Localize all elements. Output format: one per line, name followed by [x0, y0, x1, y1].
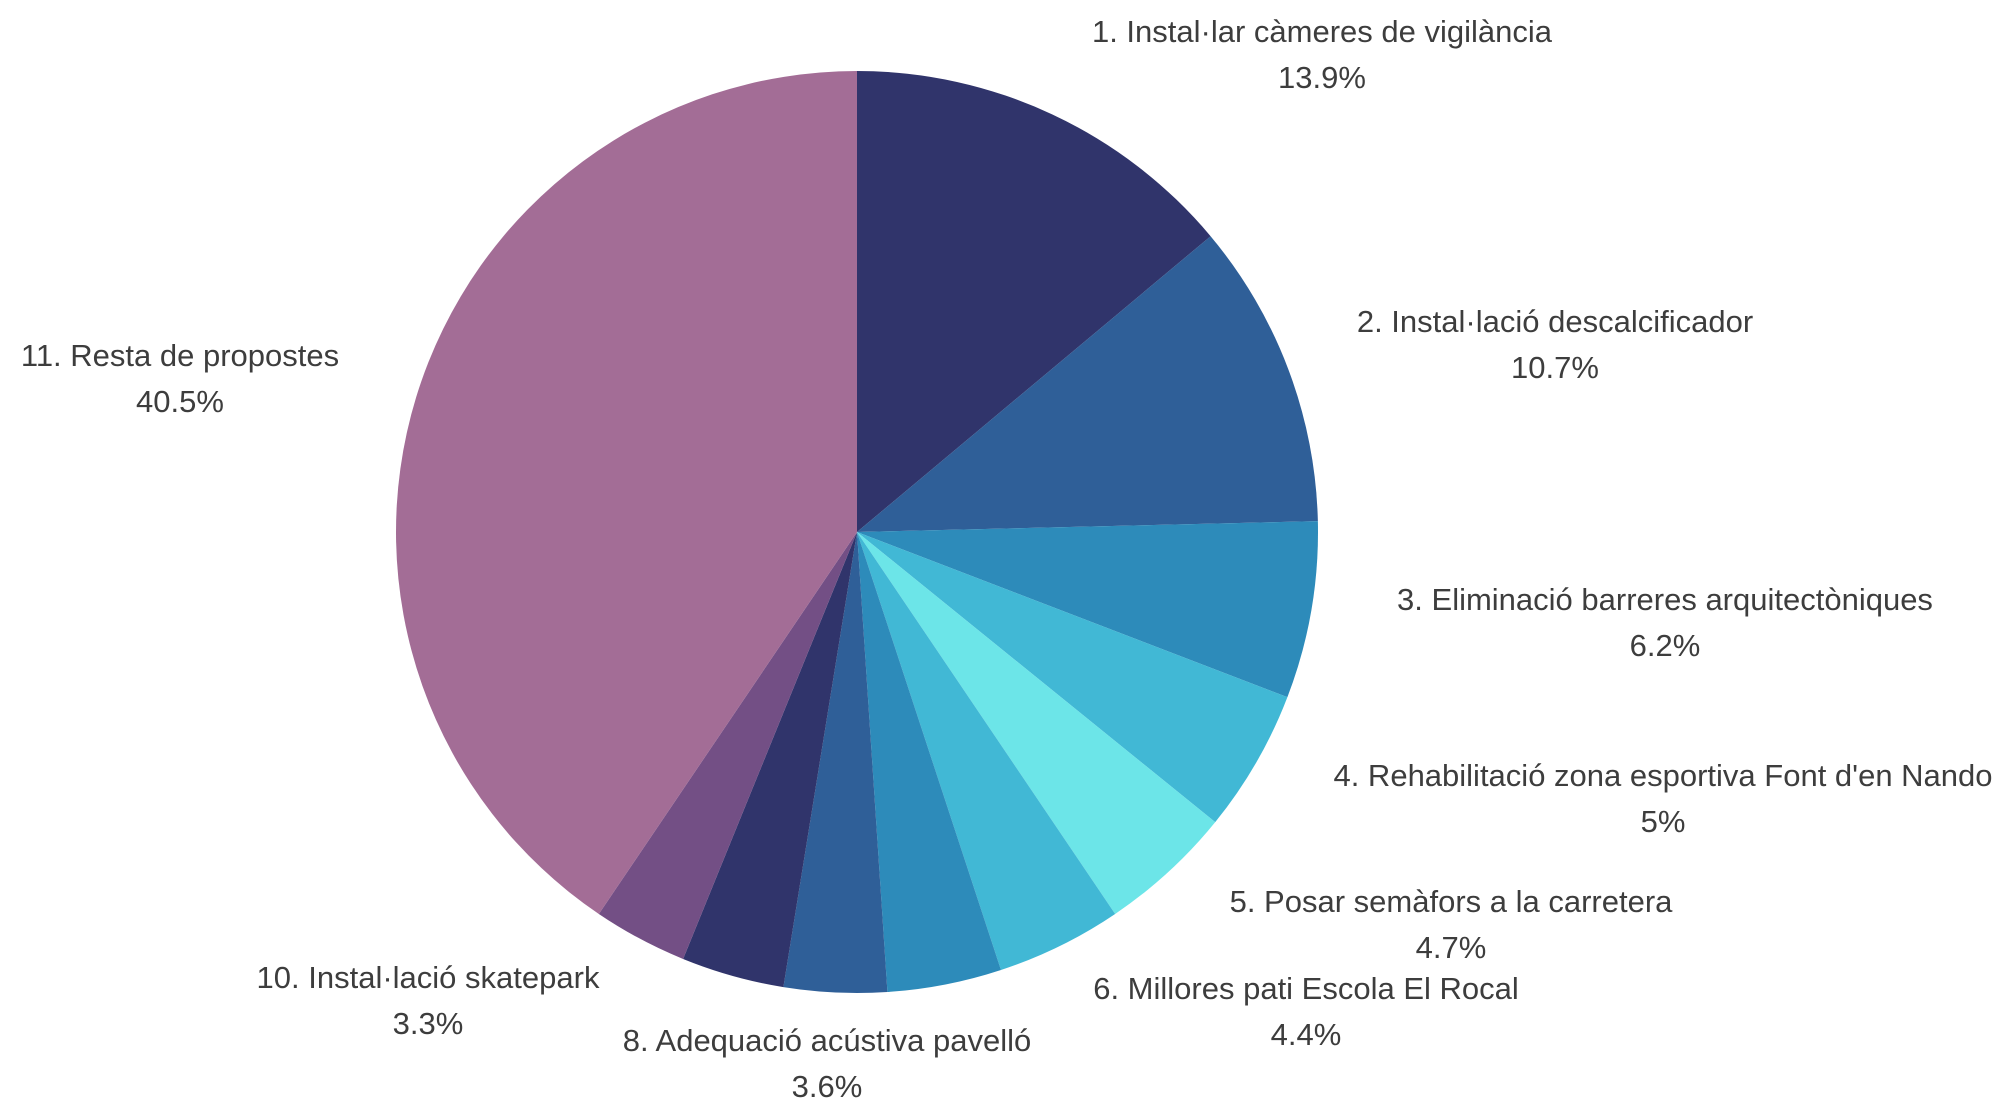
pie-slice-4: [857, 532, 1288, 823]
pie-slice-6: [857, 532, 1116, 970]
slice-percent-2: 10.7%: [1511, 350, 1599, 385]
slice-label-6: 6. Millores pati Escola El Rocal: [1093, 971, 1519, 1006]
pie-slice-5: [857, 532, 1216, 914]
slice-percent-6: 4.4%: [1271, 1017, 1342, 1052]
slice-percent-4: 5%: [1641, 804, 1686, 839]
slice-label-8: 8. Adequació acústiva pavelló: [623, 1023, 1031, 1058]
slice-percent-10: 3.3%: [393, 1006, 464, 1041]
pie-slice-11: [396, 71, 857, 914]
pie-slice-7: [857, 532, 1001, 992]
slice-percent-3: 6.2%: [1630, 628, 1701, 663]
pie-slice-8: [783, 532, 888, 994]
slice-label-3: 3. Eliminació barreres arquitectòniques: [1397, 582, 1933, 617]
slice-label-4: 4. Rehabilitació zona esportiva Font d'e…: [1333, 758, 1992, 793]
pie-slice-9: [683, 532, 857, 988]
pie-slice-3: [857, 521, 1318, 698]
slice-label-5: 5. Posar semàfors a la carretera: [1230, 884, 1674, 919]
pie-slice-2: [857, 236, 1318, 533]
slice-percent-8: 3.6%: [792, 1069, 863, 1101]
slice-label-10: 10. Instal·lació skatepark: [257, 960, 600, 995]
pie-labels: 1. Instal·lar càmeres de vigilància 13.9%…: [21, 14, 1993, 1101]
slice-percent-5: 4.7%: [1416, 930, 1487, 965]
pie-slice-10: [598, 532, 857, 959]
slice-label-1: 1. Instal·lar càmeres de vigilància: [1092, 14, 1553, 49]
slice-label-2: 2. Instal·lació descalcificador: [1357, 304, 1753, 339]
slice-percent-11: 40.5%: [136, 384, 224, 419]
pie-slice-1: [857, 71, 1211, 532]
slice-label-11: 11. Resta de propostes: [21, 338, 339, 373]
pie-slices: [396, 71, 1318, 994]
slice-percent-1: 13.9%: [1278, 60, 1366, 95]
